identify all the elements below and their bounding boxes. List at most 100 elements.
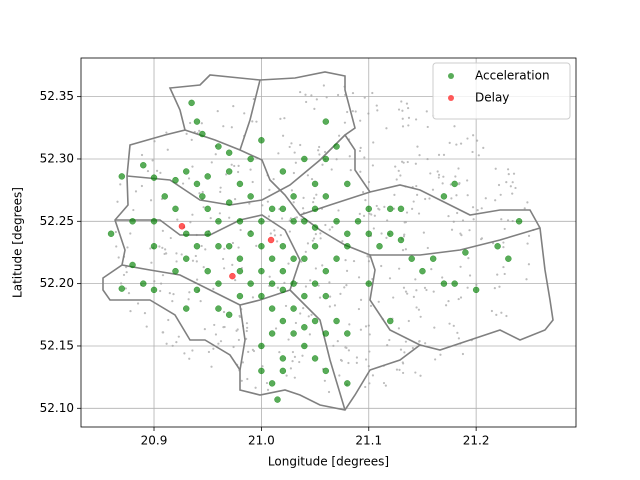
background-stop [432, 290, 435, 293]
point [301, 292, 308, 300]
point [258, 242, 265, 250]
point [215, 305, 222, 312]
background-stop [209, 217, 212, 220]
background-stop [323, 150, 327, 154]
background-stop [187, 298, 190, 301]
background-stop [272, 177, 275, 181]
background-stop [459, 296, 463, 299]
background-stop [247, 350, 250, 353]
background-stop [459, 142, 463, 145]
point [182, 230, 190, 238]
background-stop [375, 204, 378, 208]
background-stop [284, 304, 288, 308]
background-stop [237, 164, 240, 168]
background-stop [452, 324, 455, 327]
background-stop [129, 232, 132, 235]
y-tick-label: 52.30 [40, 151, 74, 165]
background-stop [189, 221, 192, 224]
background-stop [422, 231, 425, 234]
background-stop [414, 278, 417, 281]
point [182, 168, 190, 175]
y-tick-label: 52.35 [40, 89, 74, 103]
background-stop [424, 342, 427, 345]
background-stop [414, 162, 417, 165]
background-stop [430, 268, 433, 271]
background-stop [345, 269, 349, 272]
background-stop [301, 354, 304, 357]
point [333, 255, 340, 262]
background-stop [305, 100, 308, 104]
point [236, 292, 244, 300]
background-stop [482, 146, 485, 149]
point [247, 193, 254, 200]
background-stop [336, 339, 339, 343]
background-stop [292, 171, 295, 175]
background-stop [194, 254, 197, 258]
background-stop [392, 207, 396, 210]
point [204, 230, 211, 238]
point [172, 176, 179, 184]
point [322, 118, 330, 125]
background-stop [268, 275, 271, 278]
background-stop [233, 164, 236, 168]
background-stop [276, 286, 280, 289]
background-stop [265, 381, 269, 385]
background-stop [161, 274, 165, 277]
point [279, 286, 287, 294]
point [290, 330, 297, 337]
background-stop [457, 337, 460, 340]
background-stop [466, 137, 469, 140]
point [236, 267, 244, 275]
point [118, 285, 126, 292]
background-stop [150, 261, 153, 264]
point [225, 199, 233, 206]
point [322, 292, 330, 300]
point [129, 261, 136, 269]
point [408, 255, 415, 262]
background-stop [328, 228, 331, 231]
point [140, 161, 147, 169]
background-stop [191, 213, 194, 216]
point [150, 218, 158, 225]
background-stop [439, 353, 442, 356]
background-stop [155, 169, 159, 172]
background-stop [466, 194, 469, 197]
point [193, 180, 201, 188]
background-stop [302, 196, 305, 200]
background-stop [314, 267, 317, 270]
background-stop [315, 98, 318, 101]
background-stop [415, 306, 418, 309]
background-stop [433, 326, 436, 329]
background-stop [175, 260, 178, 263]
point [140, 280, 147, 287]
background-stop [246, 377, 249, 381]
background-stop [266, 388, 270, 391]
point [440, 280, 448, 287]
point [440, 193, 448, 200]
point [397, 205, 405, 213]
point [429, 255, 437, 262]
background-stop [500, 218, 503, 221]
point [274, 396, 281, 403]
background-stop [164, 248, 167, 251]
background-stop [468, 274, 472, 277]
background-stop [332, 344, 335, 347]
background-stop [405, 102, 409, 105]
background-stop [502, 265, 505, 269]
background-stop [175, 341, 178, 344]
background-stop [362, 191, 365, 194]
background-stop [472, 134, 475, 137]
background-stop [480, 238, 483, 241]
point [344, 230, 351, 238]
background-stop [176, 218, 179, 221]
background-stop [202, 206, 205, 209]
background-stop [290, 189, 294, 192]
background-stop [367, 260, 371, 263]
background-stop [494, 167, 497, 170]
background-stop [191, 259, 195, 262]
background-stop [431, 188, 435, 191]
point [344, 180, 351, 188]
legend-marker [448, 73, 454, 79]
point [193, 286, 201, 294]
background-stop [388, 277, 392, 280]
